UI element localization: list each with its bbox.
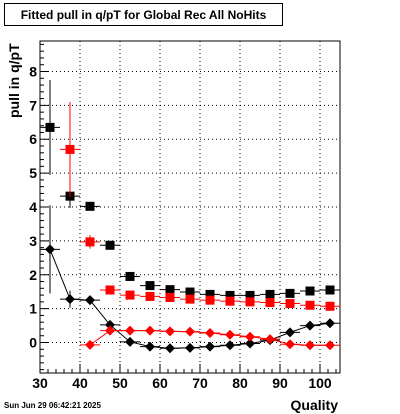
data-point-square [205, 289, 215, 299]
data-point-square [145, 291, 155, 301]
data-point-square [145, 281, 155, 291]
data-point-diamond [105, 319, 115, 330]
data-point-square [125, 271, 135, 281]
data-point-diamond [285, 339, 295, 350]
data-point-diamond [165, 343, 175, 354]
data-point-diamond [205, 341, 215, 352]
x-tick-label: 80 [232, 375, 248, 391]
data-point-square [285, 299, 295, 309]
chart-title: Fitted pull in q/pT for Global Rec All N… [4, 3, 283, 26]
y-tick-label: 7 [29, 97, 37, 113]
data-point-square [45, 122, 55, 132]
y-tick-label: 0 [29, 335, 37, 351]
data-point-square [165, 285, 175, 295]
data-point-square [265, 289, 275, 299]
y-tick-label: 3 [29, 233, 37, 249]
data-point-diamond [245, 338, 255, 349]
data-point-diamond [125, 325, 135, 336]
data-point-square [85, 237, 95, 247]
data-point-square [265, 298, 275, 308]
x-tick-label: 30 [32, 375, 48, 391]
data-point-diamond [145, 341, 155, 352]
data-point-square [105, 285, 115, 295]
data-point-square [185, 294, 195, 304]
data-point-diamond [65, 294, 75, 305]
data-point-diamond [125, 336, 135, 347]
y-tick-label: 6 [29, 131, 37, 147]
x-tick-label: 50 [112, 375, 128, 391]
x-tick-label: 40 [72, 375, 88, 391]
data-point-square [305, 300, 315, 310]
data-point-square [225, 290, 235, 300]
x-axis-label: Quality [290, 397, 338, 413]
data-point-diamond [85, 295, 95, 306]
data-point-diamond [225, 329, 235, 340]
data-point-diamond [285, 327, 295, 338]
y-tick-label: 1 [29, 301, 37, 317]
data-point-diamond [245, 331, 255, 342]
data-point-square [125, 290, 135, 300]
data-point-diamond [305, 320, 315, 331]
y-tick-label: 4 [29, 199, 37, 215]
data-point-diamond [185, 326, 195, 337]
data-point-square [285, 288, 295, 298]
x-tick-label: 90 [272, 375, 288, 391]
data-point-square [85, 201, 95, 211]
y-tick-label: 5 [29, 165, 37, 181]
data-point-diamond [105, 325, 115, 336]
y-tick-label: 2 [29, 267, 37, 283]
data-point-diamond [325, 340, 335, 351]
data-point-square [245, 297, 255, 307]
data-point-diamond [145, 325, 155, 336]
y-tick-label: 8 [29, 63, 37, 79]
data-point-diamond [185, 342, 195, 353]
data-point-square [325, 301, 335, 311]
data-point-square [205, 295, 215, 305]
y-axis-label: pull in q/pT [6, 43, 22, 118]
x-tick-label: 100 [308, 375, 332, 391]
data-point-diamond [85, 339, 95, 350]
data-point-square [245, 290, 255, 300]
data-point-square [165, 292, 175, 302]
data-point-diamond [205, 328, 215, 339]
data-point-square [65, 144, 75, 154]
x-tick-label: 60 [152, 375, 168, 391]
x-tick-label: 70 [192, 375, 208, 391]
data-point-diamond [225, 340, 235, 351]
data-point-square [105, 240, 115, 250]
data-point-square [305, 286, 315, 296]
data-point-diamond [265, 334, 275, 345]
data-point-diamond [305, 340, 315, 351]
data-point-square [325, 285, 335, 295]
data-point-square [185, 287, 195, 297]
data-point-diamond [165, 326, 175, 337]
timestamp: Sun Jun 29 06:42:21 2025 [4, 401, 101, 410]
data-point-diamond [45, 244, 55, 255]
data-point-square [225, 296, 235, 306]
data-point-diamond [325, 318, 335, 329]
